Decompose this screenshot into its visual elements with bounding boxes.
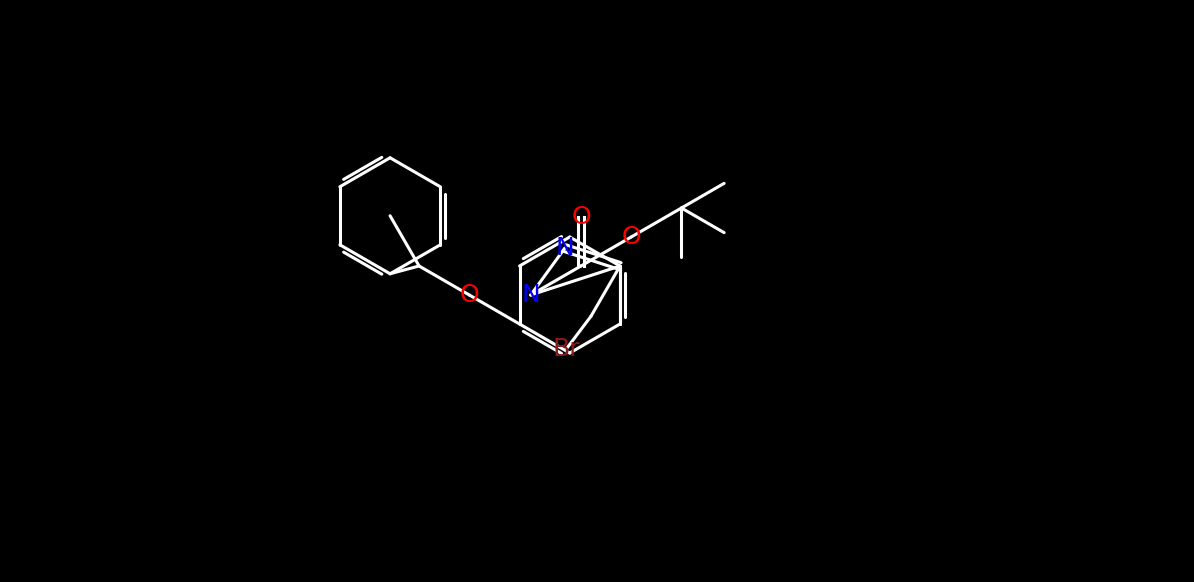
- Text: O: O: [460, 283, 479, 307]
- Text: N: N: [522, 283, 540, 307]
- Text: O: O: [571, 205, 591, 229]
- Text: Br: Br: [553, 337, 580, 361]
- Text: N: N: [555, 236, 574, 260]
- Text: O: O: [621, 225, 641, 249]
